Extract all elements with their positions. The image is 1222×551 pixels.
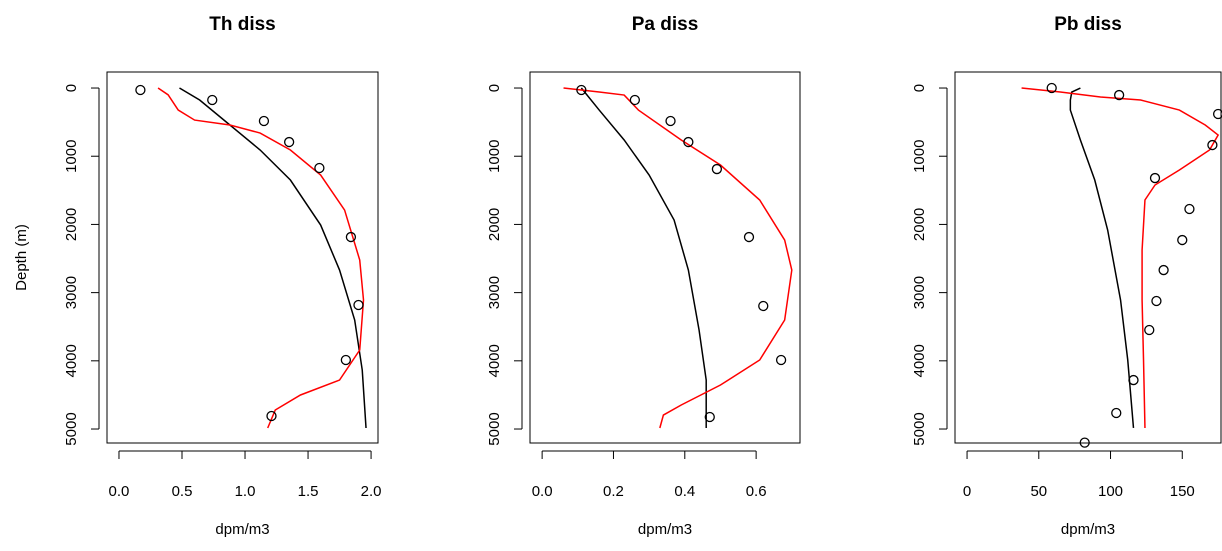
data-point bbox=[1184, 203, 1195, 215]
x-tick-label: 0.0 bbox=[532, 483, 553, 500]
plot-box bbox=[529, 71, 801, 444]
chart-title: Pa diss bbox=[632, 14, 699, 35]
x-tick-label: 100 bbox=[1098, 483, 1123, 500]
data-point bbox=[629, 94, 641, 106]
data-point bbox=[1144, 324, 1155, 336]
x-tick-label: 0.2 bbox=[603, 483, 624, 500]
data-point bbox=[711, 163, 723, 175]
y-tick-label: 2000 bbox=[486, 208, 503, 241]
data-point bbox=[353, 299, 364, 311]
data-point bbox=[1111, 407, 1122, 419]
x-tick-label: 50 bbox=[1030, 483, 1047, 500]
data-point bbox=[758, 300, 769, 312]
data-point bbox=[314, 162, 325, 174]
data-point bbox=[340, 354, 352, 366]
y-tick-label: 5000 bbox=[911, 412, 928, 445]
y-tick-label: 4000 bbox=[63, 344, 80, 377]
x-tick-label: 0.0 bbox=[109, 483, 130, 500]
data-point bbox=[1158, 264, 1169, 276]
data-point bbox=[576, 84, 587, 96]
y-tick-label: 1000 bbox=[486, 140, 503, 173]
y-tick-label: 4000 bbox=[486, 344, 503, 377]
x-tick-label: 1.5 bbox=[298, 483, 319, 500]
profile-line bbox=[563, 87, 793, 429]
data-point bbox=[1207, 139, 1218, 151]
x-tick-label: 2.0 bbox=[361, 483, 382, 500]
profile-line bbox=[1021, 87, 1220, 429]
y-tick-label: 2000 bbox=[63, 208, 80, 241]
data-point bbox=[1212, 108, 1222, 120]
y-tick-label: 0 bbox=[911, 84, 928, 92]
x-tick-label: 150 bbox=[1170, 483, 1195, 500]
chart-title: Th diss bbox=[209, 14, 276, 35]
data-point bbox=[1128, 374, 1139, 386]
y-tick-label: 3000 bbox=[63, 276, 80, 309]
x-axis-label: dpm/m3 bbox=[215, 521, 269, 538]
profile-line bbox=[1069, 87, 1135, 429]
y-tick-label: 0 bbox=[486, 84, 503, 92]
data-point bbox=[743, 231, 755, 243]
y-axis-label: Depth (m) bbox=[13, 224, 30, 291]
y-tick-label: 1000 bbox=[911, 140, 928, 173]
plot-box bbox=[106, 71, 379, 444]
y-tick-label: 3000 bbox=[911, 276, 928, 309]
data-point bbox=[283, 136, 295, 148]
profile-line bbox=[179, 87, 367, 429]
x-tick-label: 0.6 bbox=[746, 483, 767, 500]
data-point bbox=[207, 94, 218, 106]
data-point bbox=[345, 231, 357, 243]
x-tick-label: 0.5 bbox=[172, 483, 193, 500]
x-axis-label: dpm/m3 bbox=[1061, 521, 1115, 538]
data-point bbox=[683, 136, 694, 148]
data-point bbox=[1177, 234, 1188, 246]
data-point bbox=[1149, 172, 1161, 184]
y-tick-label: 4000 bbox=[911, 344, 928, 377]
x-axis-label: dpm/m3 bbox=[638, 521, 692, 538]
y-tick-label: 0 bbox=[63, 84, 80, 92]
data-point bbox=[1046, 82, 1057, 94]
x-tick-label: 0 bbox=[963, 483, 971, 500]
x-tick-label: 0.4 bbox=[674, 483, 695, 500]
y-tick-label: 5000 bbox=[486, 412, 503, 445]
data-point bbox=[665, 115, 676, 127]
data-point bbox=[1151, 295, 1162, 307]
chart-title: Pb diss bbox=[1054, 14, 1122, 35]
x-tick-label: 1.0 bbox=[235, 483, 256, 500]
data-point bbox=[775, 354, 787, 366]
y-tick-label: 5000 bbox=[63, 412, 80, 445]
profile-line bbox=[157, 87, 365, 429]
profile-line bbox=[580, 87, 707, 428]
data-point bbox=[258, 115, 270, 127]
data-point bbox=[135, 84, 146, 96]
y-tick-label: 2000 bbox=[911, 208, 928, 241]
data-point bbox=[1113, 89, 1125, 101]
plot-box bbox=[954, 71, 1222, 444]
data-point bbox=[704, 411, 715, 423]
y-tick-label: 3000 bbox=[486, 276, 503, 309]
data-point bbox=[1079, 437, 1090, 448]
y-tick-label: 1000 bbox=[63, 140, 80, 173]
data-point bbox=[266, 410, 277, 422]
